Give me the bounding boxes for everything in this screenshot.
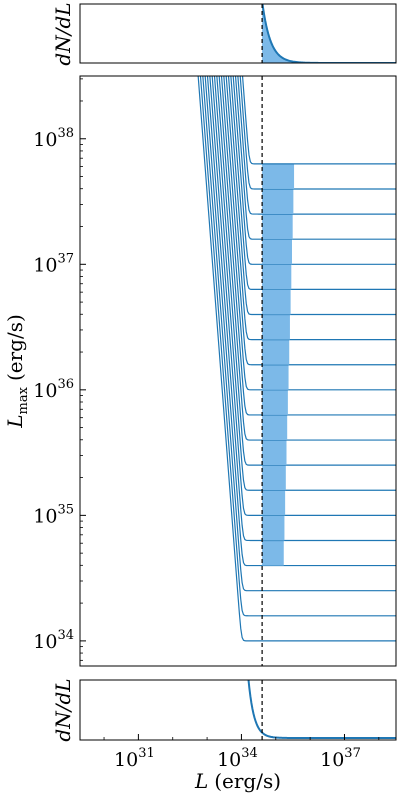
main-series-line-13 xyxy=(227,76,396,316)
main-series-line-16 xyxy=(234,76,396,240)
x-axis-label: L (erg/s) xyxy=(194,769,281,793)
main-fill-band-17 xyxy=(262,214,293,240)
main-series-line-17 xyxy=(237,76,396,215)
main-y-tick-label-3: 1037 xyxy=(33,251,74,276)
top-panel: dN/dL xyxy=(51,2,397,66)
top-plot-area xyxy=(261,4,396,63)
x-axis-label-unit: (erg/s) xyxy=(214,769,281,793)
x-tick-label-1: 1034 xyxy=(217,746,258,771)
main-series-line-5 xyxy=(209,76,396,516)
main-y-axis-label-var: L xyxy=(3,414,27,428)
top-panel-frame xyxy=(79,3,397,64)
main-fill-band-12 xyxy=(262,339,290,365)
top-y-axis-label: dN/dL xyxy=(51,2,75,65)
main-fill-band-6 xyxy=(262,490,286,516)
bottom-plot-area xyxy=(247,680,396,740)
main-series-line-11 xyxy=(223,76,396,366)
main-series-line-7 xyxy=(213,76,396,466)
main-y-axis-label-unit: (erg/s) xyxy=(3,314,27,381)
main-series-line-4 xyxy=(206,76,396,542)
main-series-line-8 xyxy=(216,76,396,441)
main-series-line-3 xyxy=(204,76,396,567)
main-series-line-1 xyxy=(199,76,396,617)
top-series-line xyxy=(261,4,396,63)
x-tick-label-0: 1031 xyxy=(114,746,155,771)
main-y-axis-label: Lmax (erg/s) xyxy=(3,314,31,429)
main-fill-band-11 xyxy=(262,364,289,390)
bottom-panel: 1031 1034 1037 dN/dL L (erg/s) xyxy=(51,678,397,793)
main-fill-band-15 xyxy=(262,264,292,290)
main-series-line-14 xyxy=(230,76,396,290)
main-y-tick-label-1: 1035 xyxy=(33,502,74,527)
main-fill-band-19 xyxy=(262,163,295,189)
main-fill-band-14 xyxy=(262,289,291,315)
main-y-axis-label-sub: max xyxy=(16,386,31,414)
main-series-line-2 xyxy=(202,76,396,592)
main-fill-band-7 xyxy=(262,465,286,491)
main-series-line-10 xyxy=(220,76,396,391)
main-fill-band-16 xyxy=(262,239,292,265)
main-fill-band-8 xyxy=(262,440,287,466)
bottom-y-axis-label: dN/dL xyxy=(51,678,75,741)
main-fill-band-5 xyxy=(262,515,285,541)
main-fill-band-18 xyxy=(262,188,294,215)
main-y-ticks: 1034 1035 1036 1037 1038 xyxy=(33,78,86,661)
main-y-tick-label-2: 1036 xyxy=(33,377,74,402)
main-series-line-19 xyxy=(241,76,396,165)
bottom-series-line xyxy=(247,680,396,739)
bottom-x-ticks: 1031 1034 1037 xyxy=(103,734,380,771)
main-fill-band-9 xyxy=(262,414,288,441)
top-fill xyxy=(262,4,396,63)
main-series-line-18 xyxy=(239,76,396,190)
main-y-tick-label-0: 1034 xyxy=(33,628,74,653)
x-tick-label-2: 1037 xyxy=(320,746,361,771)
main-series-line-15 xyxy=(232,76,396,265)
main-plot-area xyxy=(197,76,396,666)
main-y-tick-label-4: 1038 xyxy=(33,126,74,151)
main-fill-band-4 xyxy=(262,540,284,566)
main-series-line-9 xyxy=(218,76,396,416)
main-panel: 1034 1035 1036 1037 1038 Lmax (erg/s) xyxy=(3,75,397,667)
main-series-line-12 xyxy=(225,76,396,341)
main-fill-band-13 xyxy=(262,314,290,340)
main-series-line-6 xyxy=(211,76,396,491)
main-series-line-0 xyxy=(197,76,396,642)
main-panel-frame xyxy=(79,75,397,667)
main-fill-band-10 xyxy=(262,389,288,415)
x-axis-label-var: L xyxy=(194,769,208,793)
bottom-panel-frame xyxy=(79,679,397,741)
